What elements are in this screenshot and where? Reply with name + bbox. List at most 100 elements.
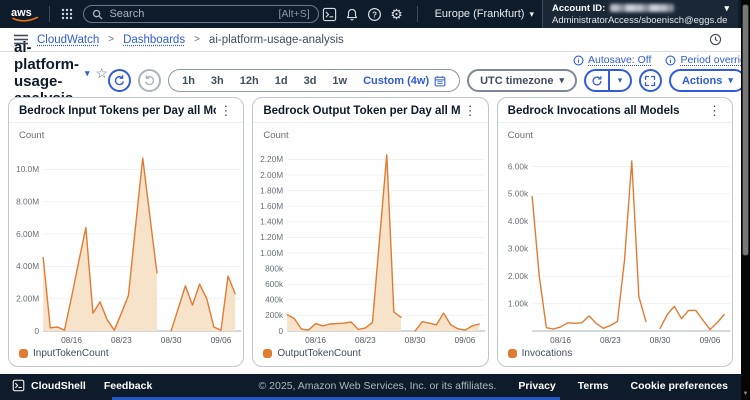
refresh-split-button: ▾ (584, 69, 632, 92)
svg-text:0: 0 (35, 326, 40, 336)
chevron-down-icon: ▾ (529, 10, 534, 19)
timezone-select[interactable]: UTC timezone ▾ (467, 69, 577, 92)
clock-icon[interactable] (709, 33, 722, 46)
time-range-1w[interactable]: 1w (324, 75, 355, 87)
undo-button[interactable] (108, 69, 131, 92)
widget-title: Bedrock Output Token per Day all Models (263, 105, 460, 117)
nav-divider (49, 6, 50, 22)
svg-text:?: ? (372, 10, 377, 19)
actions-label: Actions (682, 75, 722, 87)
gear-icon[interactable]: ⚙ (385, 4, 407, 24)
search-input[interactable]: Search [Alt+S] (83, 5, 318, 23)
widget-input-tokens: Bedrock Input Tokens per Day all Models … (8, 97, 244, 367)
redo-button[interactable] (138, 69, 161, 92)
favorite-star-icon[interactable]: ☆ (96, 65, 109, 82)
svg-text:200k: 200k (265, 310, 284, 320)
svg-text:08/30: 08/30 (405, 335, 426, 345)
svg-text:08/23: 08/23 (600, 335, 621, 345)
dashboard-widgets: Bedrock Input Tokens per Day all Models … (0, 96, 741, 374)
svg-text:3.00k: 3.00k (508, 244, 529, 254)
y-axis-unit-label: Count (508, 130, 732, 141)
cloudshell-footer-button[interactable]: CloudShell (12, 379, 86, 392)
legend-label: OutputTokenCount (277, 348, 360, 359)
svg-text:aws: aws (11, 7, 32, 19)
svg-text:800k: 800k (265, 263, 284, 273)
svg-text:6.00M: 6.00M (16, 229, 39, 239)
time-range-3h[interactable]: 3h (203, 75, 232, 87)
svg-text:08/30: 08/30 (161, 335, 182, 345)
fullscreen-button[interactable] (639, 69, 662, 92)
scrollbar-down-arrow[interactable]: ▼ (741, 389, 750, 399)
svg-text:09/06: 09/06 (455, 335, 476, 345)
svg-text:2.20M: 2.20M (260, 154, 283, 164)
legend-label: Invocations (522, 348, 573, 359)
refresh-button[interactable] (586, 71, 608, 90)
widget-output-tokens: Bedrock Output Token per Day all Models … (252, 97, 488, 367)
time-range-3d[interactable]: 3d (296, 75, 325, 87)
breadcrumb-separator: > (194, 34, 200, 45)
svg-text:1.40M: 1.40M (260, 217, 283, 227)
time-range-custom[interactable]: Custom (4w) (355, 75, 454, 87)
privacy-link[interactable]: Privacy (518, 380, 555, 392)
chart-legend[interactable]: Invocations (498, 346, 732, 366)
chevron-down-icon: ▾ (728, 76, 733, 85)
svg-text:4.00k: 4.00k (508, 216, 529, 226)
period-override-label: Period override 1 hour (auto) (680, 54, 750, 66)
breadcrumb-separator: > (108, 34, 114, 45)
chevron-down-icon[interactable]: ▾ (85, 69, 90, 78)
time-range-segmented-control: 1h 3h 12h 1d 3d 1w Custom (4w) (168, 69, 460, 92)
y-axis-unit-label: Count (263, 130, 487, 141)
chart-legend[interactable]: InputTokenCount (9, 346, 243, 366)
widget-overflow-menu-icon[interactable]: ⋮ (216, 104, 235, 117)
cookie-preferences-link[interactable]: Cookie preferences (631, 380, 728, 392)
svg-text:1.60M: 1.60M (260, 201, 283, 211)
period-override-control[interactable]: i Period override 1 hour (auto) (665, 54, 750, 66)
svg-text:i: i (670, 57, 672, 64)
invocations-chart[interactable]: 1.00k2.00k3.00k4.00k5.00k6.00k08/1608/23… (498, 142, 732, 346)
legend-marker (19, 349, 28, 358)
search-shortcut: [Alt+S] (278, 8, 309, 20)
svg-text:1.20M: 1.20M (260, 232, 283, 242)
legend-marker (263, 349, 272, 358)
svg-text:09/06: 09/06 (211, 335, 232, 345)
account-menu[interactable]: Account ID: ▾ AdministratorAccess/sboeni… (542, 0, 738, 28)
output-tokens-chart[interactable]: 0200k400k600k800k1.00M1.20M1.40M1.60M1.8… (253, 142, 487, 346)
time-range-1d[interactable]: 1d (267, 75, 296, 87)
account-identity: AdministratorAccess/sboenisch@eggs.de (552, 15, 729, 26)
apps-grid-icon[interactable] (59, 4, 75, 24)
svg-text:4.00M: 4.00M (16, 261, 39, 271)
nav-divider (417, 6, 418, 22)
svg-text:1.80M: 1.80M (260, 185, 283, 195)
notifications-bell-icon[interactable] (341, 4, 363, 24)
actions-button[interactable]: Actions ▾ (669, 69, 746, 92)
cloudshell-icon (12, 379, 25, 392)
svg-text:1.00k: 1.00k (508, 298, 529, 308)
chart-legend[interactable]: OutputTokenCount (253, 346, 487, 366)
account-id-redacted (610, 4, 674, 12)
scrollbar-thumb[interactable] (742, 4, 749, 256)
search-placeholder: Search (109, 8, 144, 20)
region-selector[interactable]: Europe (Frankfurt) ▾ (435, 8, 534, 20)
refresh-interval-dropdown[interactable]: ▾ (608, 71, 630, 90)
svg-text:6.00k: 6.00k (508, 161, 529, 171)
help-icon[interactable]: ? (363, 4, 385, 24)
feedback-button[interactable]: Feedback (104, 380, 152, 392)
autosave-toggle[interactable]: i Autosave: Off (573, 54, 651, 66)
breadcrumb: CloudWatch > Dashboards > ai-platform-us… (0, 28, 750, 52)
widget-overflow-menu-icon[interactable]: ⋮ (461, 104, 480, 117)
time-range-1h[interactable]: 1h (174, 75, 203, 87)
svg-text:8.00M: 8.00M (16, 197, 39, 207)
svg-text:09/06: 09/06 (699, 335, 720, 345)
cloudshell-icon[interactable] (319, 4, 341, 24)
svg-text:08/16: 08/16 (61, 335, 82, 345)
chevron-down-icon: ▾ (724, 4, 729, 13)
breadcrumb-link-dashboards[interactable]: Dashboards (123, 34, 185, 46)
vertical-scrollbar[interactable]: ▼ (741, 0, 750, 400)
time-range-12h[interactable]: 12h (232, 75, 267, 87)
svg-text:1.00M: 1.00M (260, 248, 283, 258)
legend-marker (508, 349, 517, 358)
input-tokens-chart[interactable]: 02.00M4.00M6.00M8.00M10.0M08/1608/2308/3… (9, 142, 243, 346)
terms-link[interactable]: Terms (578, 380, 609, 392)
widget-overflow-menu-icon[interactable]: ⋮ (705, 104, 724, 117)
aws-logo-icon[interactable]: aws (10, 5, 40, 24)
